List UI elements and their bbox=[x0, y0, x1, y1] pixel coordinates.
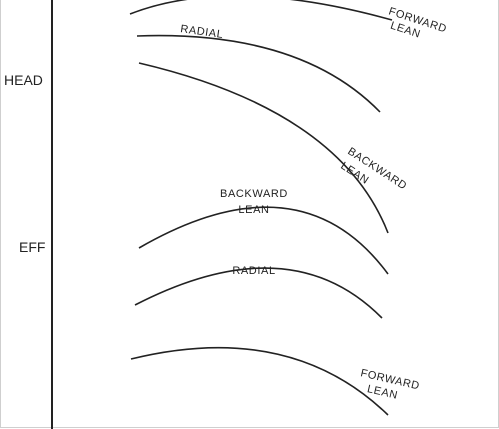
eff-radial-text: RADIAL bbox=[232, 265, 275, 277]
head-radial-label: RADIAL bbox=[180, 23, 225, 41]
eff-axis-label: EFF bbox=[19, 239, 46, 255]
head-forward-lean-curve bbox=[129, 0, 393, 21]
head-backward-lean-label: BACKWARD LEAN bbox=[338, 145, 409, 192]
head-radial-curve bbox=[136, 34, 381, 113]
eff-backward-lean-line2: LEAN bbox=[238, 204, 269, 216]
eff-radial-curve bbox=[134, 267, 383, 319]
head-radial-text: RADIAL bbox=[180, 23, 225, 41]
head-axis-label: HEAD bbox=[4, 72, 43, 88]
eff-backward-lean-curve bbox=[138, 206, 389, 275]
eff-forward-lean-label: FORWARD LEAN bbox=[359, 367, 421, 402]
eff-backward-lean-line1: BACKWARD bbox=[220, 188, 288, 200]
head-forward-lean-label: FORWARD LEAN bbox=[387, 5, 448, 40]
head-backward-lean-curve bbox=[138, 62, 389, 234]
eff-forward-lean-curve bbox=[130, 346, 389, 416]
